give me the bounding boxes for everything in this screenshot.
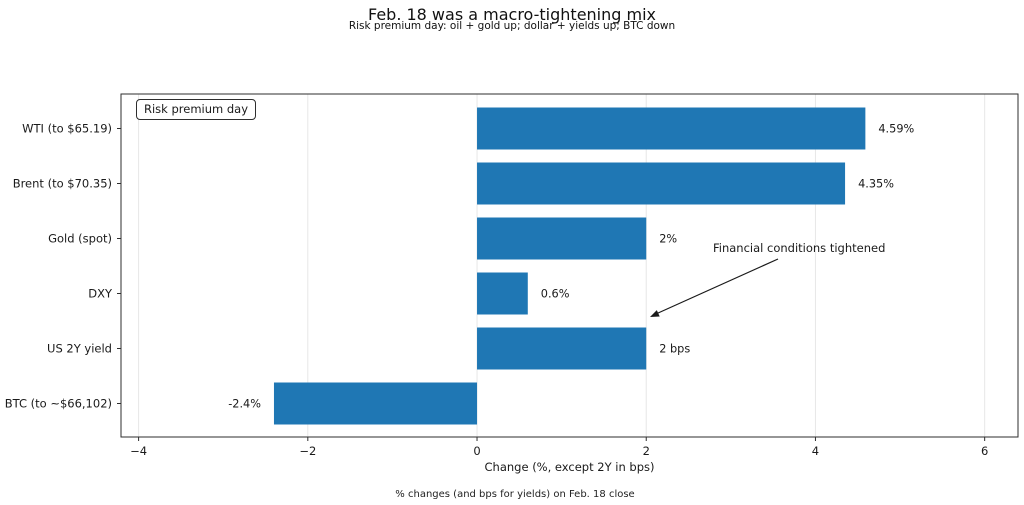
bar bbox=[477, 327, 647, 370]
value-label: 2 bps bbox=[659, 343, 690, 356]
value-label: 4.59% bbox=[878, 123, 914, 136]
bar bbox=[477, 272, 528, 315]
plot-border bbox=[120, 93, 1019, 438]
value-label: -2.4% bbox=[228, 398, 261, 411]
value-label: 4.35% bbox=[858, 178, 894, 191]
x-tick-label: 2 bbox=[643, 444, 650, 458]
bar bbox=[273, 382, 478, 425]
annotation-arrowhead bbox=[650, 310, 660, 317]
x-axis-label: Change (%, except 2Y in bps) bbox=[484, 460, 655, 474]
value-label: 0.6% bbox=[541, 288, 570, 301]
x-tick-label: 0 bbox=[473, 444, 480, 458]
x-tick-label: −4 bbox=[130, 444, 147, 458]
footnote: % changes (and bps for yields) on Feb. 1… bbox=[395, 489, 635, 500]
x-tick-label: −2 bbox=[299, 444, 316, 458]
x-tick-label: 4 bbox=[812, 444, 819, 458]
y-tick-label: DXY bbox=[88, 287, 113, 301]
annotation-arrow-line bbox=[656, 258, 779, 315]
y-tick-label: BTC (to ~$66,102) bbox=[5, 397, 112, 411]
bar bbox=[477, 217, 647, 260]
x-tick-label: 6 bbox=[981, 444, 988, 458]
y-tick-label: Brent (to $70.35) bbox=[13, 177, 112, 191]
y-tick-label: US 2Y yield bbox=[47, 342, 112, 356]
annotation-text: Financial conditions tightened bbox=[713, 241, 885, 255]
chart-subtitle: Risk premium day: oil + gold up; dollar … bbox=[348, 20, 676, 32]
legend-box: Risk premium day bbox=[136, 99, 257, 120]
bar bbox=[477, 162, 846, 205]
y-tick-label: WTI (to $65.19) bbox=[22, 122, 112, 136]
bar bbox=[477, 107, 866, 150]
chart-title: Feb. 18 was a macro-tightening mix bbox=[367, 5, 657, 24]
value-label: 2% bbox=[659, 233, 677, 246]
y-tick-label: Gold (spot) bbox=[48, 232, 112, 246]
